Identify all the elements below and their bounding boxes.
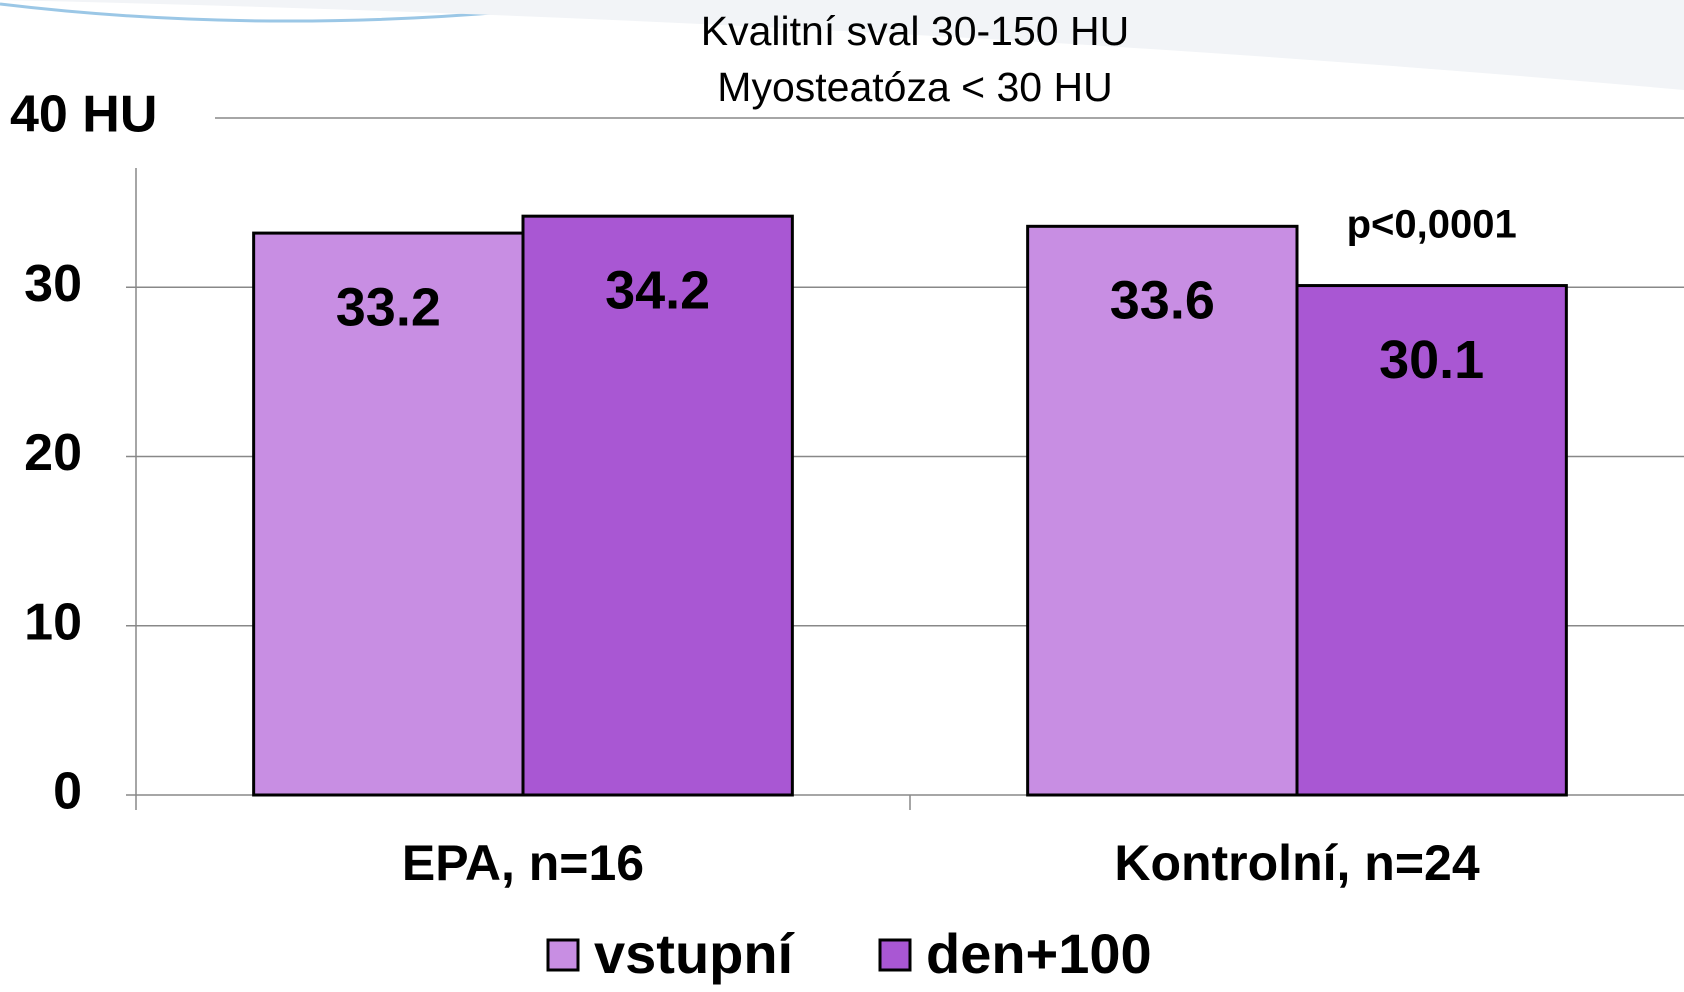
annotation: p<0,0001 bbox=[1347, 203, 1517, 247]
y-tick-label: 20 bbox=[24, 424, 82, 482]
data-label: 33.6 bbox=[1110, 271, 1215, 331]
data-label: 34.2 bbox=[605, 260, 710, 320]
data-label: 33.2 bbox=[336, 277, 441, 337]
chart: Kvalitní sval 30-150 HU Myosteatóza < 30… bbox=[0, 0, 1684, 992]
page: Kvalitní sval 30-150 HU Myosteatóza < 30… bbox=[0, 0, 1684, 992]
legend-label: vstupní bbox=[594, 922, 796, 985]
chart-subtitle: Myosteatóza < 30 HU bbox=[717, 64, 1112, 110]
legend-swatch bbox=[880, 940, 910, 970]
y-tick-label: 0 bbox=[53, 763, 82, 821]
x-tick-label: EPA, n=16 bbox=[402, 835, 644, 891]
data-label: 30.1 bbox=[1379, 330, 1484, 390]
y-tick-label: 10 bbox=[24, 593, 82, 651]
x-tick-label: Kontrolní, n=24 bbox=[1114, 835, 1480, 891]
y-tick-label: 30 bbox=[24, 255, 82, 313]
legend-label: den+100 bbox=[926, 922, 1152, 985]
y-tick-label: 40 HU bbox=[10, 86, 157, 144]
legend-swatch bbox=[548, 940, 578, 970]
chart-title: Kvalitní sval 30-150 HU bbox=[701, 8, 1129, 54]
